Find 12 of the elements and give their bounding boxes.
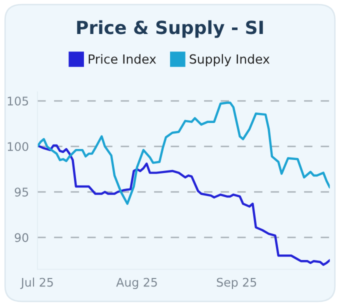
x-tick-label: Jul 25 <box>20 278 53 289</box>
line-series <box>37 102 330 205</box>
x-tick-label: Aug 25 <box>116 278 157 290</box>
legend-label: Price Index <box>88 54 156 64</box>
y-tick-label: 90 <box>14 233 28 242</box>
x-tick-label: Sep 25 <box>216 278 256 290</box>
chart-title: Price & Supply - SI <box>77 20 263 38</box>
y-tick-label: 95 <box>14 188 28 197</box>
y-tick-label: 100 <box>8 142 28 152</box>
legend-label: Supply Index <box>190 54 270 66</box>
line-series <box>37 144 330 266</box>
y-tick-label: 105 <box>8 96 28 106</box>
